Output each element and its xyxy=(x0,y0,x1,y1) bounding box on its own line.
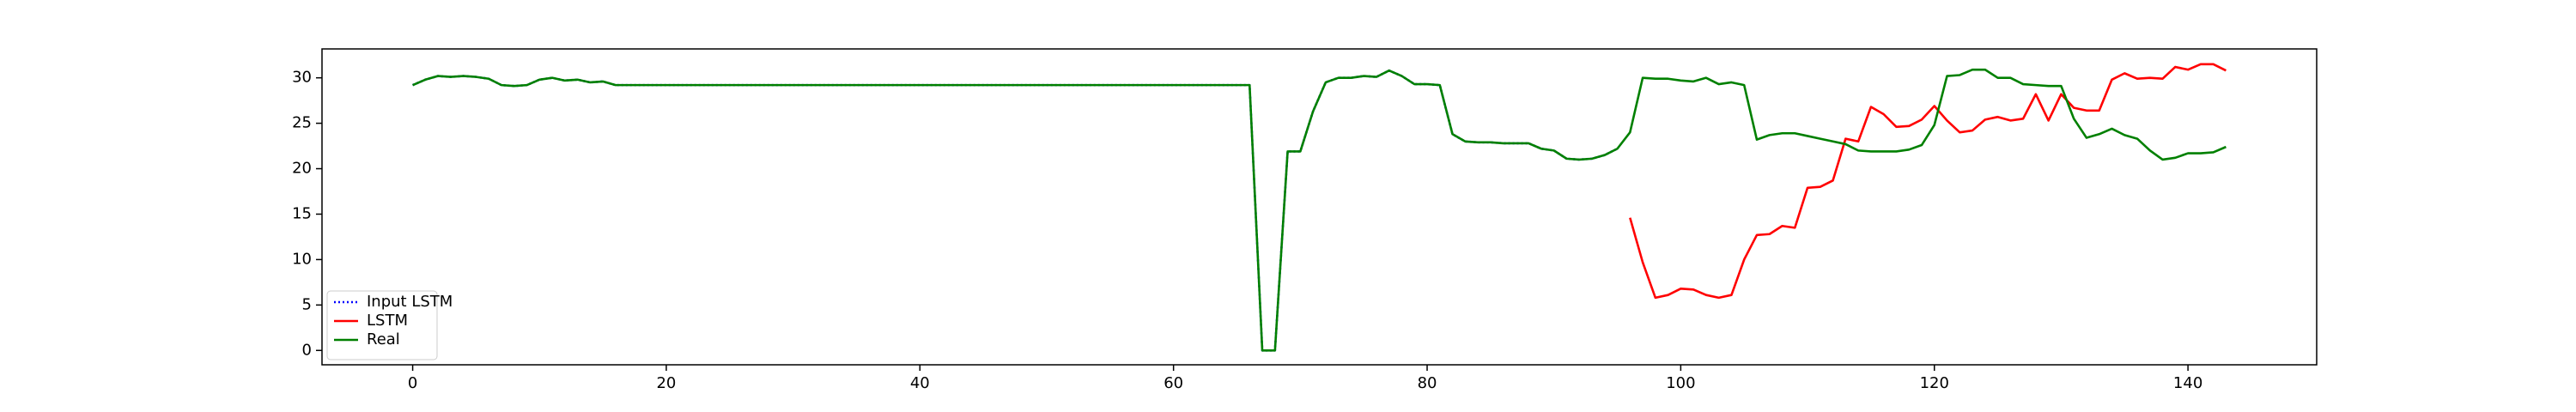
y-tick-label: 15 xyxy=(292,204,312,222)
legend-label: Real xyxy=(367,330,400,348)
y-tick-label: 25 xyxy=(292,114,312,132)
line-series xyxy=(412,68,2227,352)
legend-label: Input LSTM xyxy=(367,293,453,311)
y-tick-label: 5 xyxy=(302,295,312,313)
y-tick-label: 30 xyxy=(292,69,312,87)
legend-label: LSTM xyxy=(367,312,408,330)
y-tick-label: 10 xyxy=(292,250,312,268)
x-tick-label: 140 xyxy=(2173,374,2202,392)
line-series xyxy=(1629,63,2227,300)
x-tick-label: 20 xyxy=(656,374,676,392)
x-tick-label: 120 xyxy=(1920,374,1949,392)
x-tick-label: 60 xyxy=(1163,374,1183,392)
plot-frame xyxy=(321,48,2318,366)
y-tick-label: 20 xyxy=(292,160,312,178)
x-tick-label: 100 xyxy=(1666,374,1695,392)
x-tick-label: 40 xyxy=(910,374,930,392)
x-tick-label: 0 xyxy=(408,374,417,392)
legend-frame xyxy=(326,290,438,360)
x-tick-label: 80 xyxy=(1418,374,1437,392)
y-tick-label: 0 xyxy=(302,341,312,359)
